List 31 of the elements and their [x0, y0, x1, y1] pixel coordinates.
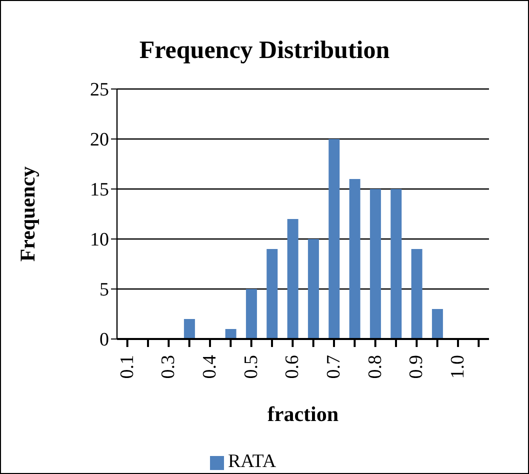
y-tick-label: 0: [100, 330, 109, 351]
bar: [432, 309, 443, 339]
bar: [266, 249, 278, 339]
y-tick-label: 5: [100, 280, 109, 301]
x-tick-label: 0.8: [364, 355, 386, 379]
x-tick-label: 0.1: [116, 355, 138, 379]
bar: [370, 189, 381, 339]
x-axis-title: fraction: [267, 402, 339, 426]
bar: [349, 179, 360, 339]
chart-title: Frequency Distribution: [138, 37, 391, 66]
bar: [287, 219, 298, 339]
x-tick-label: 0.3: [158, 355, 180, 379]
bar: [308, 239, 319, 339]
bar: [390, 189, 402, 339]
y-tick-label: 20: [90, 130, 109, 151]
bar: [184, 319, 195, 339]
y-tick-label: 10: [90, 230, 109, 251]
bar: [411, 249, 422, 339]
y-tick-label: 25: [90, 80, 109, 101]
x-tick-label: 1.0: [448, 355, 468, 379]
x-tick-label: 0.5: [240, 355, 262, 379]
bar: [246, 289, 257, 339]
y-axis-title: Frequency: [15, 166, 40, 262]
bar: [328, 139, 340, 339]
x-tick-label: 0.7: [324, 355, 344, 379]
legend-label: RATA: [228, 451, 276, 472]
x-tick-label: 0.9: [406, 355, 428, 379]
x-tick-label: 0.6: [282, 355, 304, 379]
x-tick-label: 0.4: [200, 354, 220, 379]
y-tick-label: 15: [90, 180, 109, 201]
bar: [225, 329, 236, 339]
